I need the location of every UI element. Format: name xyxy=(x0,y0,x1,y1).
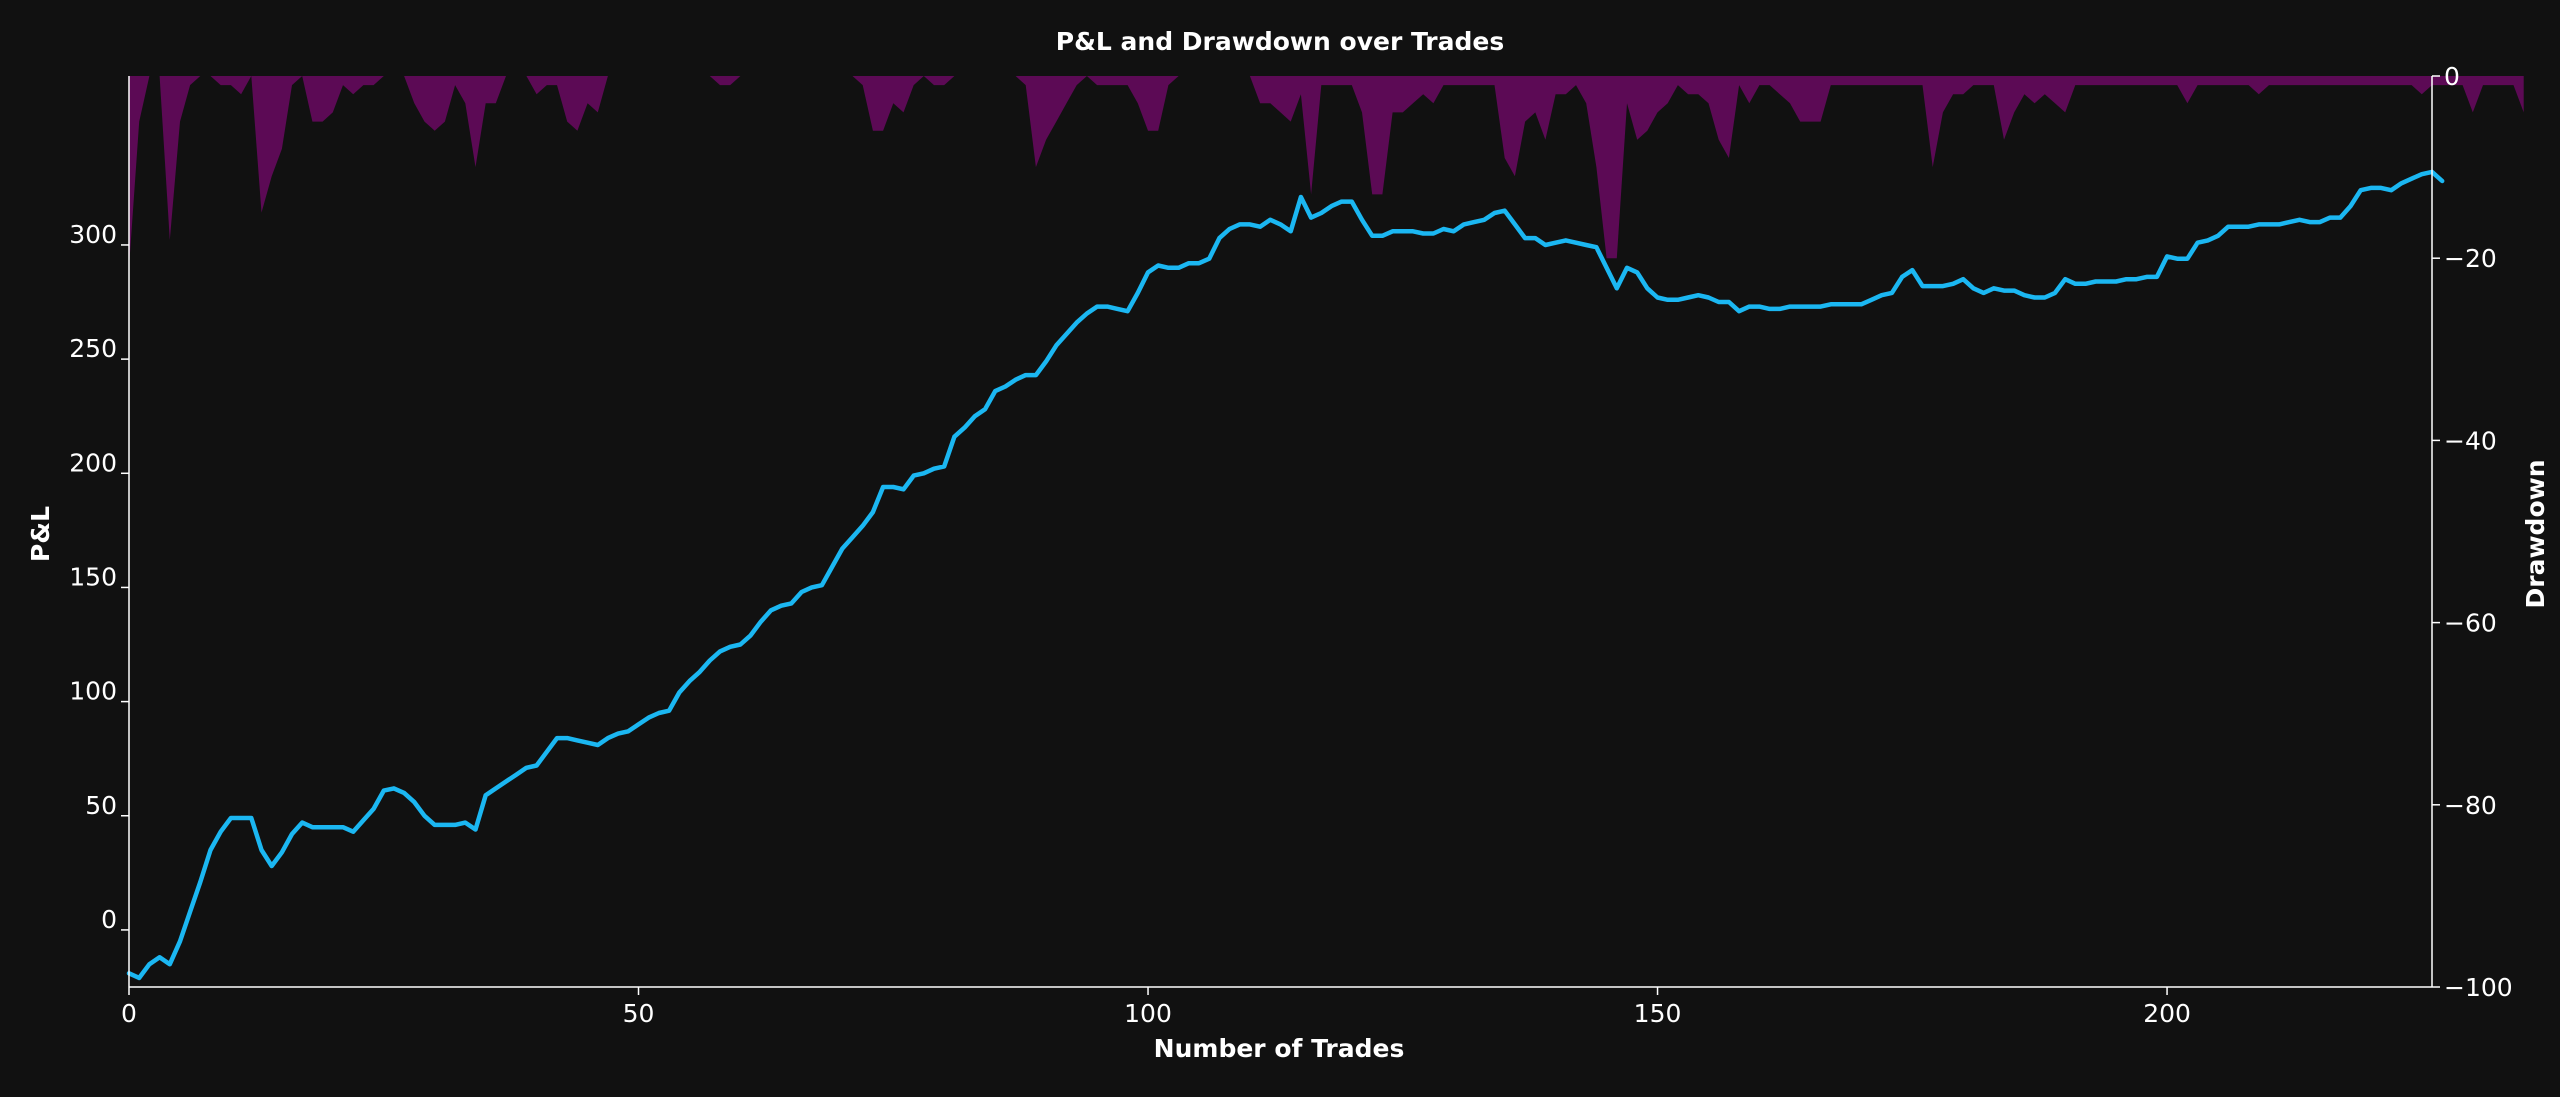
ticks: 0 50 100 150 200 0 50 100 150 200 250 300 0 −20 −40 −60… xyxy=(69,62,2512,1028)
x-tick-label: 100 xyxy=(1124,999,1172,1028)
y2-tick-label: 0 xyxy=(2444,62,2460,91)
pnl-series xyxy=(126,169,2445,981)
y2-tick-label: −40 xyxy=(2444,426,2497,455)
x-tick-label: 0 xyxy=(121,999,137,1028)
y2-tick-label: −60 xyxy=(2444,609,2497,638)
y-tick-label: 0 xyxy=(101,905,117,934)
y-tick-label: 150 xyxy=(69,562,117,591)
x-tick-label: 200 xyxy=(2143,999,2191,1028)
x-tick-label: 50 xyxy=(623,999,655,1028)
y-tick-label: 250 xyxy=(69,334,117,363)
y-tick-label: 300 xyxy=(69,220,117,249)
y2-tick-label: −100 xyxy=(2444,973,2513,1002)
pnl-line xyxy=(126,169,2445,981)
y-tick-label: 50 xyxy=(85,791,117,820)
y-tick-label: 100 xyxy=(69,677,117,706)
x-tick-label: 150 xyxy=(1634,999,1682,1028)
y-tick-label: 200 xyxy=(69,448,117,477)
y-axis-title: P&L xyxy=(26,506,55,562)
axes xyxy=(128,76,2433,988)
x-axis-title: Number of Trades xyxy=(1154,1034,1405,1063)
y2-axis-title: Drawdown xyxy=(2521,459,2550,608)
y2-tick-label: −80 xyxy=(2444,791,2497,820)
y2-tick-label: −20 xyxy=(2444,244,2497,273)
chart-title: P&L and Drawdown over Trades xyxy=(1056,27,1504,56)
